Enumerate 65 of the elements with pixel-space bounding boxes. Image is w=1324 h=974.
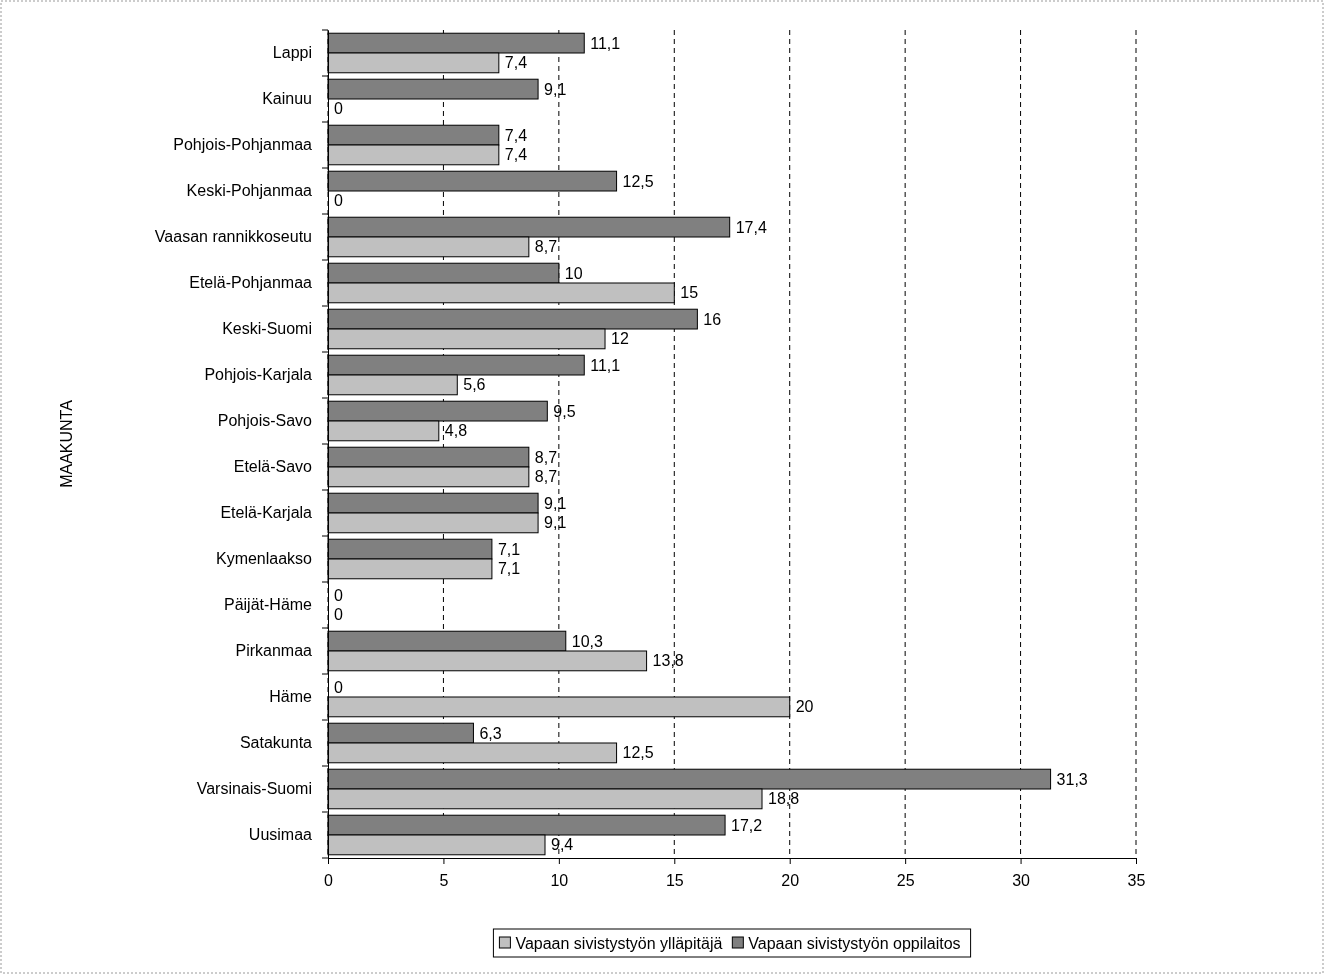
data-label: 7,4: [504, 54, 528, 72]
x-tick-label: 15: [665, 872, 684, 890]
x-tick-label: 5: [439, 872, 449, 890]
y-tick-label: Keski-Suomi: [222, 320, 312, 338]
data-label: 11,1: [590, 34, 621, 52]
y-tick-label: Vaasan rannikkoseutu: [154, 228, 312, 246]
data-label: 9,1: [544, 494, 567, 512]
data-label: 10: [564, 264, 583, 282]
data-label: 17,4: [735, 218, 767, 236]
x-tick-label: 35: [1127, 872, 1146, 890]
data-label: 0: [334, 192, 343, 210]
x-tick-label: 30: [1012, 872, 1031, 890]
x-tick-label: 0: [324, 872, 334, 890]
data-label: 12: [611, 330, 629, 348]
data-label: 13,8: [652, 652, 684, 670]
data-label: 15: [680, 284, 699, 302]
y-tick-label: Pirkanmaa: [235, 642, 313, 660]
data-label: 12,5: [622, 744, 654, 762]
data-label: 8,7: [534, 468, 558, 486]
y-tick-label: Satakunta: [239, 734, 313, 752]
data-label: 6,3: [479, 724, 502, 742]
data-label: 12,5: [622, 172, 654, 190]
legend-label: Vapaan sivistystyön ylläpitäjä: [515, 934, 723, 952]
data-label: 31,3: [1056, 770, 1088, 788]
data-label: 0: [334, 606, 343, 624]
y-tick-label: Kainuu: [262, 90, 312, 108]
x-tick-label: 25: [896, 872, 915, 890]
y-tick-label: Pohjois-Pohjanmaa: [173, 136, 313, 154]
y-tick-label: Etelä-Pohjanmaa: [189, 274, 313, 292]
data-label: 5,6: [463, 376, 486, 394]
y-tick-label: Päijät-Häme: [223, 596, 313, 614]
data-label: 20: [795, 698, 814, 716]
x-tick-label: 20: [781, 872, 800, 890]
y-tick-label: Uusimaa: [248, 826, 313, 844]
y-tick-label: Etelä-Savo: [233, 458, 313, 476]
data-label: 11,1: [590, 356, 621, 374]
y-tick-label: Häme: [269, 688, 313, 706]
data-label: 7,1: [497, 540, 521, 558]
data-label: 0: [334, 678, 343, 696]
data-label: 10,3: [571, 632, 604, 650]
data-label: 18,8: [768, 790, 800, 808]
data-label: 8,7: [534, 448, 558, 466]
data-label: 9,1: [544, 80, 567, 98]
legend-label: Vapaan sivistystyön oppilaitos: [748, 934, 961, 952]
y-tick-label: Lappi: [272, 44, 312, 62]
y-axis-title: MAAKUNTA: [58, 399, 75, 488]
y-tick-label: Kymenlaakso: [215, 550, 313, 568]
data-label: 9,1: [544, 514, 567, 532]
data-label: 17,2: [731, 816, 763, 834]
data-label: 7,4: [504, 146, 528, 164]
data-label: 9,5: [553, 402, 576, 420]
data-label: 0: [334, 586, 343, 604]
y-tick-label: Pohjois-Savo: [217, 412, 313, 430]
y-tick-label: Keski-Pohjanmaa: [186, 182, 313, 200]
data-label: 7,1: [497, 560, 521, 578]
y-tick-label: Pohjois-Karjala: [204, 366, 313, 384]
data-label: 7,4: [504, 126, 528, 144]
y-tick-label: Varsinais-Suomi: [196, 780, 312, 798]
data-label: 0: [334, 100, 343, 118]
y-tick-label: Etelä-Karjala: [220, 504, 313, 522]
data-label: 4,8: [444, 422, 468, 440]
data-label: 9,4: [551, 836, 574, 854]
x-tick-label: 10: [550, 872, 569, 890]
data-label: 16: [703, 310, 722, 328]
data-label: 8,7: [534, 238, 558, 256]
